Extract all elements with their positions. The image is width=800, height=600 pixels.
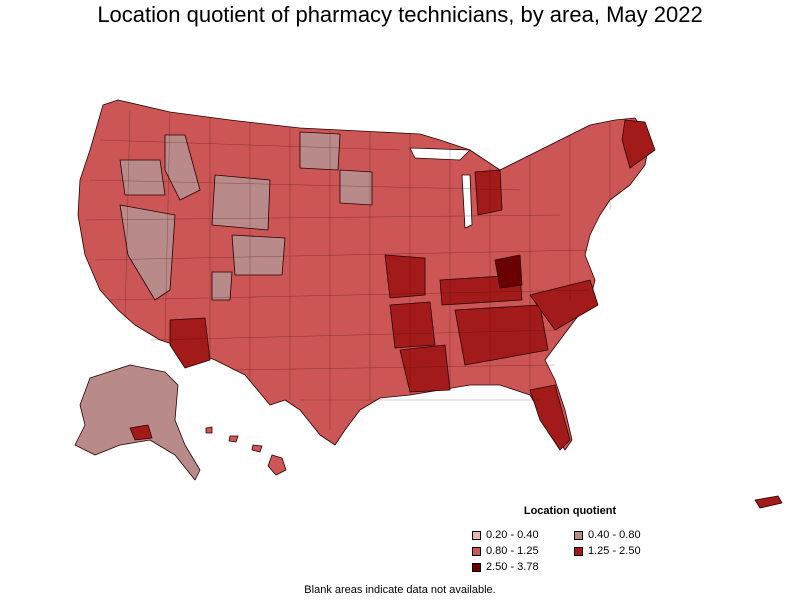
region-newmexico-lowmid bbox=[211, 271, 233, 301]
legend-item-2: 0.40 - 0.80 bbox=[574, 528, 641, 542]
legend-swatch-2 bbox=[574, 530, 583, 540]
region-hawaii-main bbox=[267, 454, 287, 476]
region-alabama-georgia-high bbox=[454, 304, 549, 366]
legend-item-3: 0.80 - 1.25 bbox=[472, 544, 539, 558]
legend-item-1: 0.20 - 0.40 bbox=[472, 528, 539, 542]
region-hawaii-maui bbox=[251, 444, 263, 453]
legend-item-4: 1.25 - 2.50 bbox=[574, 544, 641, 558]
region-maine-high bbox=[621, 119, 656, 169]
legend-title: Location quotient bbox=[523, 505, 617, 517]
region-alaska-high bbox=[129, 424, 153, 441]
lake-michigan bbox=[461, 174, 473, 229]
legend-label-1: 0.20 - 0.40 bbox=[486, 529, 539, 541]
region-puerto-rico bbox=[754, 495, 783, 509]
region-arizona-high bbox=[169, 317, 211, 369]
region-arkansas-high bbox=[389, 301, 436, 349]
region-wyoming-lowmid bbox=[211, 174, 271, 231]
region-kentucky-top bbox=[494, 254, 523, 289]
sub-area-borders bbox=[84, 109, 611, 430]
legend-swatch-4 bbox=[574, 546, 583, 556]
legend-label-2: 0.40 - 0.80 bbox=[588, 529, 641, 541]
region-alaska-lowmid bbox=[74, 364, 201, 481]
legend-label-4: 1.25 - 2.50 bbox=[588, 545, 641, 557]
legend-swatch-1 bbox=[472, 530, 481, 540]
region-oregon-east-lowmid bbox=[119, 159, 166, 196]
map-title: Location quotient of pharmacy technician… bbox=[97, 2, 703, 27]
legend-swatch-5 bbox=[472, 562, 481, 572]
region-hawaii-kauai bbox=[205, 426, 213, 434]
legend-item-5: 2.50 - 3.78 bbox=[472, 560, 539, 574]
region-northdakota-lowmid bbox=[299, 131, 341, 171]
region-idaho-lowmid bbox=[164, 134, 201, 201]
legend-label-3: 0.80 - 1.25 bbox=[486, 545, 539, 557]
region-michigan-high bbox=[474, 169, 503, 216]
region-minnesota-lowmid bbox=[339, 169, 373, 206]
region-hawaii-oahu bbox=[228, 435, 239, 443]
legend-swatch-3 bbox=[472, 546, 481, 556]
region-florida-high bbox=[529, 384, 571, 451]
lake-superior bbox=[409, 147, 471, 161]
region-missouri-high bbox=[384, 254, 426, 299]
footnote: Blank areas indicate data not available. bbox=[304, 584, 496, 596]
region-colorado-lowmid bbox=[231, 234, 286, 276]
legend: 0.20 - 0.40 0.40 - 0.80 0.80 - 1.25 1.25… bbox=[472, 528, 672, 576]
legend-label-5: 2.50 - 3.78 bbox=[486, 561, 539, 573]
